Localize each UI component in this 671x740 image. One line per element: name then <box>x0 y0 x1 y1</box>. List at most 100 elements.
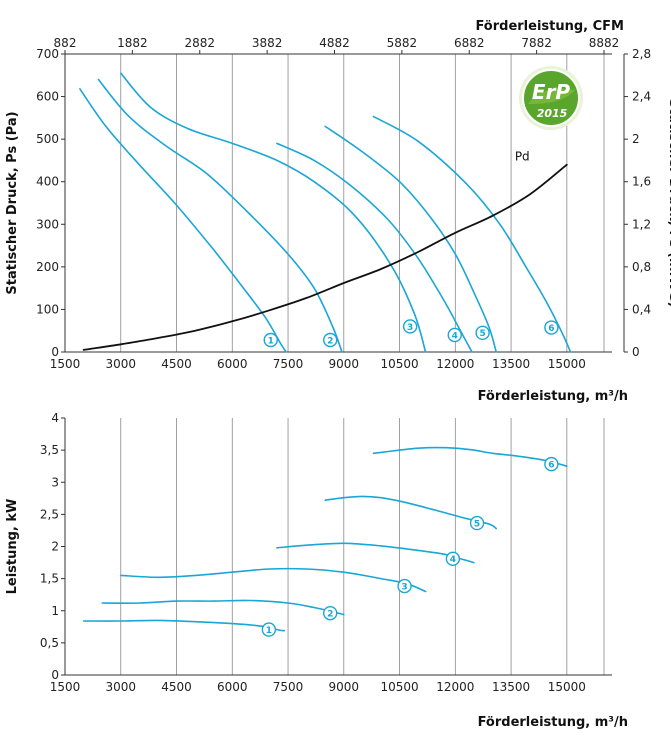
series-label-2-ring <box>323 605 338 621</box>
ytick-label-7: 700 <box>36 47 59 61</box>
series-label-6-text: 6 <box>548 460 554 470</box>
series-label-2-text: 2 <box>327 336 333 346</box>
y2tick-label-4: 1,6 <box>632 175 651 189</box>
y2tick-label-5: 2 <box>632 132 640 146</box>
xtick-label-3: 6000 <box>217 357 248 371</box>
x2tick-label-7: 7882 <box>521 36 552 50</box>
xtick-label-7: 12000 <box>436 680 474 694</box>
series-label-3-text: 3 <box>401 582 407 592</box>
ytick-label-8: 4 <box>51 411 59 425</box>
x2tick-label-4: 4882 <box>319 36 350 50</box>
ytick-label-5: 500 <box>36 132 59 146</box>
xtick-label-2: 4500 <box>161 357 192 371</box>
y2-axis-title: Statischer Druck, Ps (in.WG) <box>666 99 671 308</box>
series-line-1 <box>82 619 286 632</box>
series-label-3: 3 <box>397 578 412 594</box>
series-label-5-ring <box>475 325 490 341</box>
series-label-2: 2 <box>323 332 338 348</box>
series-line-2 <box>97 78 343 353</box>
xtick-label-3: 6000 <box>217 680 248 694</box>
pressure-chart: 1500 3000 4500 6000 7500 9000 10500 12000 13500 1… <box>5 19 671 404</box>
series-label-4-ring <box>445 551 461 567</box>
x2tick-label-0: 882 <box>54 36 77 50</box>
series-label-2: 2 <box>323 605 338 621</box>
xtick-label-6: 10500 <box>380 680 418 694</box>
ytick-label-3: 300 <box>36 217 59 231</box>
series-label-pd: Pd <box>515 150 530 164</box>
series-label-3: 3 <box>402 319 418 334</box>
xtick-label-8: 13500 <box>492 357 530 371</box>
x2-axis-title: Förderleistung, CFM <box>475 19 624 34</box>
xtick-label-1: 3000 <box>105 357 136 371</box>
series-label-4-text: 4 <box>450 555 456 565</box>
series-line-3 <box>120 567 427 593</box>
xtick-label-4: 7500 <box>273 680 304 694</box>
series-label-6-ring <box>544 320 559 335</box>
series-label-1: 1 <box>261 622 277 637</box>
series-label-5-ring <box>469 515 485 531</box>
series-label-5-text: 5 <box>474 519 480 529</box>
ytick-label-2: 200 <box>36 260 59 274</box>
xtick-label-8: 13500 <box>492 680 530 694</box>
series-label-5-text: 5 <box>479 329 485 339</box>
series-label-2-ring <box>323 332 338 348</box>
xtick-label-9: 15000 <box>548 357 586 371</box>
ytick-label-4: 400 <box>36 175 59 189</box>
series-label-5: 5 <box>475 325 490 341</box>
y2tick-label-2: 0,8 <box>632 260 651 274</box>
erp-badge-leaf <box>528 88 575 104</box>
ytick-label-2: 1 <box>51 604 59 618</box>
ytick-label-0: 0 <box>51 345 59 359</box>
series-label-3-ring <box>397 578 412 594</box>
y2tick-label-7: 2,8 <box>632 47 651 61</box>
x2tick-label-3: 3882 <box>252 36 283 50</box>
ytick-label-4: 2 <box>51 540 59 554</box>
ytick-label-6: 3 <box>51 475 59 489</box>
series-line-6 <box>372 446 568 467</box>
series-line-3 <box>120 72 427 353</box>
y2tick-label-6: 2,4 <box>632 90 651 104</box>
erp-badge-year-text: 2015 <box>537 107 568 120</box>
xtick-label-1: 3000 <box>105 680 136 694</box>
xtick-label-5: 9000 <box>329 357 360 371</box>
erp-badge-main-text: ErP <box>532 80 571 104</box>
xtick-label-6: 10500 <box>380 357 418 371</box>
series-label-6-ring <box>544 456 559 472</box>
series-line-pd <box>82 163 568 351</box>
xtick-label-5: 9000 <box>329 680 360 694</box>
x2tick-label-2: 2882 <box>184 36 215 50</box>
y2tick-label-3: 1,2 <box>632 217 651 231</box>
series-label-6: 6 <box>544 320 559 335</box>
x-axis-title: Förderleistung, m³/h <box>478 389 628 404</box>
xtick-label-4: 7500 <box>273 357 304 371</box>
series-line-4 <box>276 142 473 353</box>
x2tick-label-8: 8882 <box>589 36 620 50</box>
y2tick-label-1: 0,4 <box>632 302 651 316</box>
series-label-1-ring <box>263 332 278 348</box>
y2tick-label-0: 0 <box>632 345 640 359</box>
series-label-4-text: 4 <box>452 331 458 341</box>
series-label-1-text: 1 <box>268 336 274 346</box>
series-line-6 <box>372 115 572 353</box>
series-label-1-text: 1 <box>266 626 272 636</box>
xtick-label-7: 12000 <box>436 357 474 371</box>
ytick-label-1: 100 <box>36 302 59 316</box>
series-label-4-ring <box>447 327 462 343</box>
series-label-6: 6 <box>544 456 559 472</box>
x2tick-label-1: 1882 <box>117 36 148 50</box>
series-line-5 <box>324 125 497 353</box>
ytick-label-7: 3,5 <box>40 443 59 457</box>
series-line-4 <box>276 542 475 564</box>
series-label-4: 4 <box>447 327 462 343</box>
x2tick-label-6: 6882 <box>454 36 485 50</box>
series-label-5: 5 <box>469 515 485 531</box>
series-label-6-text: 6 <box>548 324 554 334</box>
xtick-label-0: 1500 <box>50 357 81 371</box>
ytick-label-1: 0,5 <box>40 636 59 650</box>
xtick-label-9: 15000 <box>548 680 586 694</box>
x2tick-label-5: 5882 <box>387 36 418 50</box>
power-chart: 1500 3000 4500 6000 7500 9000 10500 12000 13500 1… <box>5 411 628 730</box>
series-label-1-ring <box>261 622 277 637</box>
